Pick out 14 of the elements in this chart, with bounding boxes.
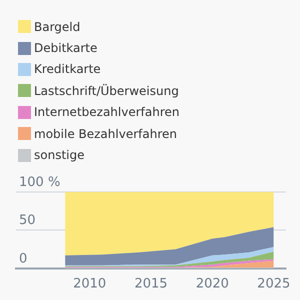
legend-label: sonstige xyxy=(34,148,84,162)
legend-label: Debitkarte xyxy=(34,41,98,56)
y-tick-label: 0 xyxy=(19,251,28,266)
x-tick-label: 2015 xyxy=(134,276,168,292)
legend-label: Lastschrift/Überweisung xyxy=(34,84,179,98)
legend-label: mobile Bezahlverfahren xyxy=(34,126,177,141)
y-tick-label: 50 xyxy=(19,213,36,228)
legend-label: Kreditkarte xyxy=(34,62,101,76)
legend-label: Internetbezahlverfahren xyxy=(34,105,180,120)
x-tick-label: 2010 xyxy=(73,276,106,292)
x-tick-label: 2020 xyxy=(196,276,229,292)
legend-label: Bargeld xyxy=(34,20,80,34)
y-tick-label: 100 % xyxy=(19,174,60,190)
x-tick-label: 2025 xyxy=(257,276,290,292)
